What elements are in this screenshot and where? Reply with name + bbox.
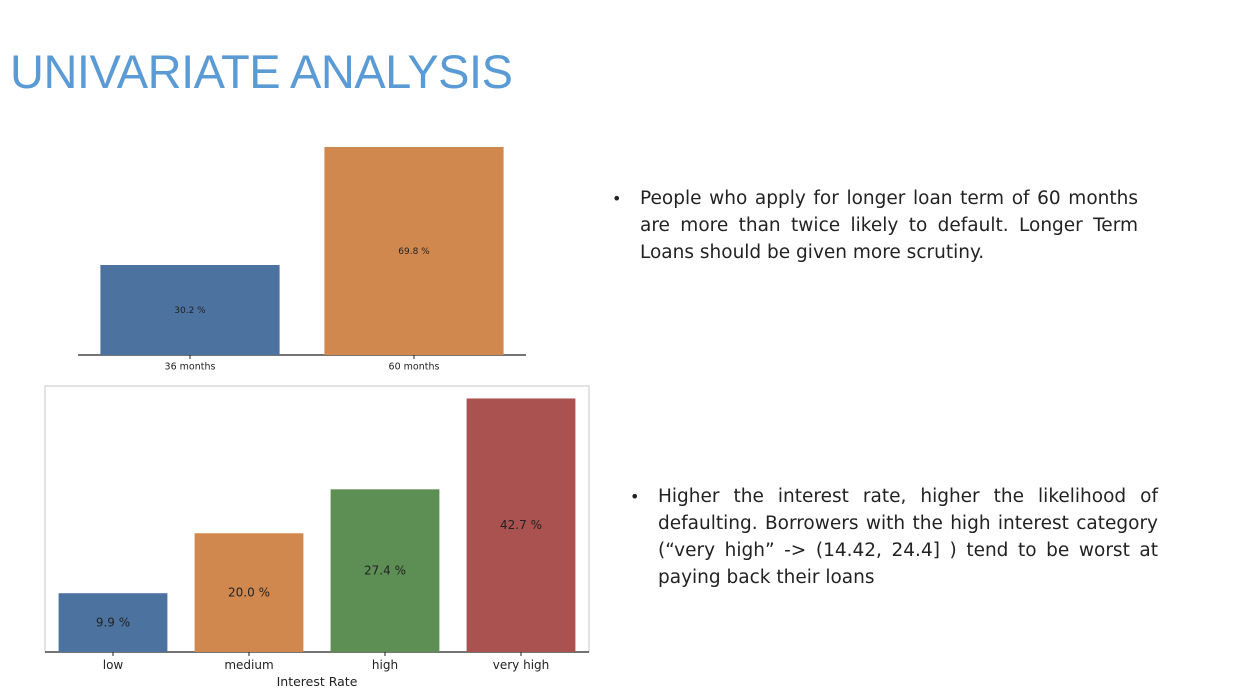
loan-term-insight-text: People who apply for longer loan term of… bbox=[640, 188, 1138, 263]
data-label: 20.0 % bbox=[228, 586, 270, 600]
bar-low bbox=[58, 593, 168, 652]
bar-medium bbox=[194, 533, 304, 652]
loan-term-insight: • People who apply for longer loan term … bbox=[612, 185, 1138, 266]
bullet-marker: • bbox=[612, 189, 622, 208]
x-tick-label: low bbox=[103, 658, 124, 672]
x-tick-label: 36 months bbox=[165, 362, 216, 373]
interest-rate-insight-text: Higher the interest rate, higher the lik… bbox=[658, 486, 1158, 588]
data-label: 27.4 % bbox=[364, 564, 406, 578]
data-label: 30.2 % bbox=[174, 306, 206, 316]
data-label: 69.8 % bbox=[398, 247, 430, 257]
interest-rate-bar-chart: 9.9 % low 20.0 % medium 27.4 % high 42.7 % very… bbox=[44, 385, 590, 689]
x-tick-label: medium bbox=[224, 658, 273, 672]
x-tick-label: 60 months bbox=[389, 362, 440, 373]
data-label: 42.7 % bbox=[500, 518, 542, 532]
x-tick-label: very high bbox=[493, 658, 550, 672]
bar-36-months bbox=[100, 265, 280, 355]
x-axis-title: Interest Rate bbox=[277, 674, 358, 689]
bar-60-months bbox=[324, 147, 504, 355]
interest-rate-insight: • Higher the interest rate, higher the l… bbox=[630, 483, 1158, 591]
bullet-marker: • bbox=[630, 487, 640, 506]
bar-very-high bbox=[466, 398, 576, 652]
x-tick-label: high bbox=[372, 658, 398, 672]
bar-high bbox=[330, 489, 440, 652]
page-title: UNIVARIATE ANALYSIS bbox=[10, 45, 513, 98]
loan-term-bar-chart: 30.2 % 36 months 69.8 % 60 months bbox=[78, 147, 526, 373]
data-label: 9.9 % bbox=[96, 616, 130, 630]
